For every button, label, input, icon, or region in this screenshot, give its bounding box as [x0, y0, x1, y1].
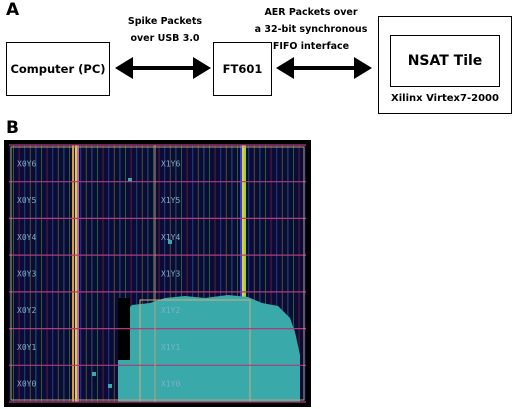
panel-a-label: A [6, 0, 20, 20]
ft601-box: FT601 [213, 42, 272, 96]
resource-column [253, 145, 255, 402]
resource-column [85, 145, 87, 402]
usb-note-line-2: over USB 3.0 [130, 33, 200, 44]
resource-column [52, 145, 54, 402]
region-label-left-0: X0Y6 [17, 159, 36, 168]
region-outer-border [10, 146, 305, 401]
resource-column [169, 145, 171, 402]
resource-column [287, 145, 289, 402]
resource-column [113, 145, 115, 402]
region-label-left-6: X0Y0 [17, 380, 36, 389]
resource-column [225, 145, 227, 402]
resource-column [57, 145, 59, 402]
region-label-right-0: X1Y6 [161, 159, 180, 168]
resource-column [35, 145, 37, 402]
resource-column [102, 145, 104, 402]
resource-column [175, 145, 177, 402]
resource-column [63, 145, 65, 402]
fifo-note-line-2: a 32-bit synchronous [254, 24, 368, 35]
resource-columns [13, 145, 300, 402]
resource-column [231, 145, 233, 402]
resource-column [147, 145, 149, 402]
resource-column [41, 145, 42, 402]
resource-column [192, 145, 194, 402]
resource-column [265, 145, 266, 402]
resource-column [69, 145, 70, 402]
resource-column [270, 145, 272, 402]
region-label-left-5: X0Y1 [17, 343, 36, 352]
fpga-caption: Xilinx Virtex7-2000 [391, 93, 499, 104]
nsat-tile-box: NSAT Tile [390, 35, 500, 87]
fifo-arrow [276, 57, 372, 79]
resource-column [237, 145, 238, 402]
logic-cell [168, 240, 172, 244]
resource-column [125, 145, 126, 402]
region-label-right-3: X1Y3 [161, 270, 180, 279]
resource-column [220, 145, 222, 402]
resource-column [158, 145, 160, 402]
highlight-column [77, 145, 79, 402]
resource-column [197, 145, 199, 402]
computer-box: Computer (PC) [6, 42, 110, 96]
region-label-left-3: X0Y3 [17, 270, 36, 279]
region-label-left-4: X0Y2 [17, 306, 36, 315]
usb-note: Spike Packets over USB 3.0 [115, 13, 215, 47]
region-label-right-2: X1Y4 [161, 233, 180, 242]
resource-column [136, 145, 138, 402]
resource-column [203, 145, 205, 402]
resource-column [91, 145, 93, 402]
resource-column [214, 145, 216, 402]
resource-column [209, 145, 210, 402]
resource-column [46, 145, 48, 402]
resource-column [276, 145, 278, 402]
resource-column [130, 145, 132, 402]
highlight-column [75, 145, 77, 402]
fifo-note-line-3: FIFO interface [272, 41, 350, 52]
usb-arrow [115, 57, 211, 79]
nsat-tile-label: NSAT Tile [407, 53, 483, 69]
region-label-right-5: X1Y1 [161, 343, 180, 352]
ft601-box-label: FT601 [222, 62, 263, 76]
highlight-column [72, 145, 74, 402]
resource-column [153, 145, 154, 402]
region-label-left-1: X0Y5 [17, 196, 36, 205]
clock-regions [9, 144, 306, 403]
usb-note-line-1: Spike Packets [127, 16, 203, 27]
logic-cell [128, 178, 132, 182]
resource-column [97, 145, 98, 402]
resource-column [29, 145, 31, 402]
computer-box-label: Computer (PC) [10, 62, 106, 76]
resource-column [293, 145, 294, 402]
logic-cell [108, 384, 112, 388]
resource-column [141, 145, 143, 402]
resource-column [259, 145, 261, 402]
panel-b-label: B [6, 118, 19, 138]
resource-column [281, 145, 283, 402]
region-label-right-1: X1Y5 [161, 196, 180, 205]
resource-column [80, 145, 82, 402]
resource-column [18, 145, 20, 402]
fifo-note-line-1: AER Packets over [264, 7, 358, 18]
region-label-right-4: X1Y2 [161, 306, 180, 315]
logic-cell [92, 372, 96, 376]
resource-column [164, 145, 166, 402]
region-label-left-2: X0Y4 [17, 233, 36, 242]
utilized-logic-area [118, 295, 300, 402]
resource-column [119, 145, 121, 402]
resource-column [186, 145, 188, 402]
highlight-column [240, 145, 242, 402]
resource-column [13, 145, 14, 402]
highlight-column [242, 145, 244, 402]
resource-column [181, 145, 182, 402]
resource-column [24, 145, 26, 402]
highlight-column [244, 145, 246, 402]
fifo-note: AER Packets over a 32-bit synchronous FI… [250, 4, 372, 55]
region-label-right-6: X1Y0 [161, 380, 180, 389]
resource-column [248, 145, 250, 402]
resource-column [298, 145, 300, 402]
resource-column [108, 145, 110, 402]
region-labels: X0Y6 X0Y5 X0Y4 X0Y3 X0Y2 X0Y1 X0Y0 X1Y6 X1Y5 X1Y4… [17, 159, 180, 388]
